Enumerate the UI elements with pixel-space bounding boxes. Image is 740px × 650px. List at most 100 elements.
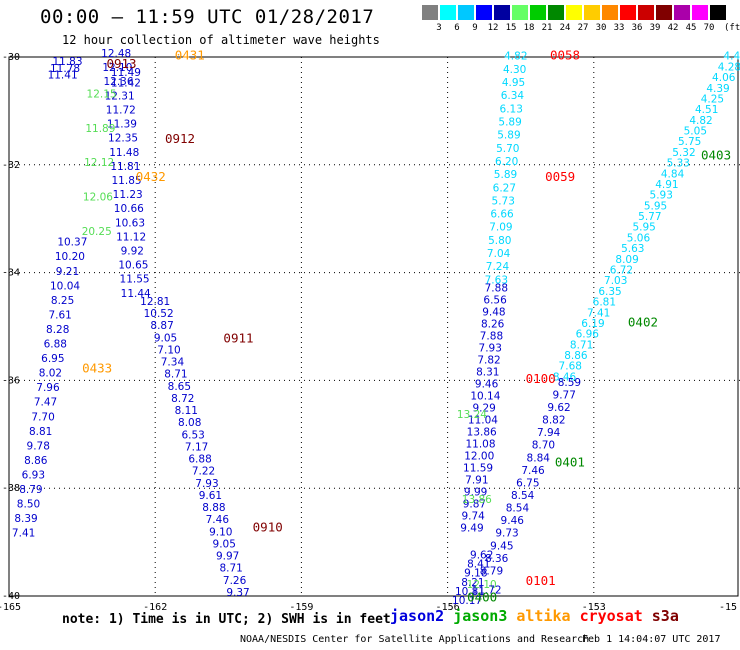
wave-height-value: 8.54	[511, 490, 535, 502]
wave-height-value: 7.93	[195, 478, 218, 490]
pass-time-label: 0403	[701, 147, 731, 162]
pass-time-label: 0100	[526, 371, 556, 386]
wave-height-value: 13.24	[457, 409, 487, 421]
scale-swatch	[620, 5, 636, 20]
wave-height-value: 9.99	[464, 486, 487, 498]
wave-height-value: 9.05	[154, 332, 177, 344]
wave-height-value: 4.51	[695, 104, 718, 116]
satellite-name: cryosat	[579, 607, 643, 625]
x-tick-label: -165	[0, 602, 21, 613]
wave-height-value: 11.44	[121, 288, 151, 300]
pass-time-label: 0059	[545, 169, 575, 184]
wave-height-value: 10.14	[470, 390, 500, 402]
wave-height-value: 11.85	[112, 175, 142, 187]
pass-time-label: 0912	[165, 131, 195, 146]
wave-height-value: 20.25	[82, 226, 112, 238]
wave-height-value: 9.48	[482, 306, 505, 318]
wave-height-value: 9.87	[463, 498, 486, 510]
wave-height-value: 11.89	[85, 123, 115, 135]
y-tick-label: -32	[2, 160, 20, 171]
wave-height-value: 8.39	[14, 513, 37, 525]
wave-height-value: 4.91	[655, 179, 678, 191]
x-tick-label: -162	[143, 602, 167, 613]
wave-height-value: 9.92	[121, 246, 144, 258]
x-tick-label: -159	[289, 602, 313, 613]
wave-height-value: 7.22	[192, 466, 215, 478]
wave-height-value: 9.37	[226, 587, 249, 599]
wave-height-value: 7.94	[537, 427, 561, 439]
wave-height-value: 9.05	[213, 538, 236, 550]
scale-swatch	[674, 5, 690, 20]
wave-height-value: 5.89	[494, 169, 517, 181]
pass-time-label: 0433	[82, 360, 112, 375]
scale-label: 39	[649, 23, 661, 33]
wave-height-value: 4.06	[712, 72, 736, 84]
wave-height-value: 12.15	[87, 88, 117, 100]
scale-swatch	[530, 5, 546, 20]
scale-label: 70	[703, 23, 715, 33]
wave-height-value: 11.04	[468, 414, 498, 426]
scale-label: 33	[613, 23, 625, 33]
pass-time-label: 0058	[550, 48, 580, 63]
wave-height-value: 11.83	[52, 56, 82, 68]
wave-height-value: 8.28	[46, 324, 69, 336]
wave-height-value: 7.17	[185, 441, 208, 453]
wave-height-value: 7.46	[521, 465, 545, 477]
wave-height-value: 9.62	[470, 549, 493, 561]
wave-height-value: 5.95	[632, 222, 655, 234]
wave-height-value: 8.79	[480, 565, 503, 577]
wave-height-value: 5.73	[492, 195, 515, 207]
wave-height-value: 8.86	[24, 455, 48, 467]
wave-height-value: 5.89	[498, 116, 521, 128]
wave-height-value: 8.86	[564, 350, 588, 362]
wave-height-value: 10.20	[55, 251, 85, 263]
wave-height-value: 5.06	[627, 232, 651, 244]
scale-swatch	[710, 5, 726, 20]
wave-height-value: 4.25	[701, 93, 724, 105]
x-tick-label: -15	[719, 602, 737, 613]
wave-height-value: 12.00	[464, 450, 494, 462]
wave-height-value: 8.26	[481, 318, 505, 330]
satellite-name: altika	[516, 607, 571, 625]
wave-height-value: 8.82	[542, 415, 565, 427]
y-tick-label: -38	[2, 483, 20, 494]
wave-height-value: 10.52	[144, 308, 174, 320]
timestamp-text: Feb 1 14:04:07 UTC 2017	[582, 634, 721, 645]
wave-height-value: 6.66	[490, 209, 514, 221]
wave-height-value: 7.82	[477, 354, 500, 366]
wave-height-value: 8.72	[171, 393, 194, 405]
wave-height-value: 11.42	[111, 78, 141, 90]
x-tick-label: -156	[436, 602, 460, 613]
wave-height-value: 12.12	[84, 157, 114, 169]
wave-height-value: 11.78	[50, 63, 80, 75]
wave-height-value: 8.65	[168, 381, 191, 393]
wave-height-value: 8.25	[51, 295, 74, 307]
wave-height-value: 11.08	[465, 438, 495, 450]
wave-height-value: 6.27	[493, 182, 516, 194]
wave-height-value: 8.46	[553, 371, 577, 383]
scale-label: 30	[595, 23, 607, 33]
wave-height-value: 4.95	[502, 77, 525, 89]
wave-height-value: 7.91	[465, 474, 488, 486]
wave-height-value: 4.45	[723, 51, 740, 63]
wave-height-value: 12.81	[140, 296, 170, 308]
wave-height-value: 9.46	[475, 378, 499, 390]
wave-height-value: 11.55	[120, 274, 150, 286]
pass-time-label: 0431	[175, 48, 205, 63]
wave-height-value: 12.35	[108, 133, 138, 145]
wave-height-value: 6.53	[181, 429, 204, 441]
wave-height-value: 5.05	[684, 126, 707, 138]
scale-swatch	[494, 5, 510, 20]
wave-height-value: 6.93	[22, 469, 45, 481]
wave-height-value: 6.56	[483, 294, 507, 306]
wave-height-value: 7.24	[486, 261, 510, 273]
wave-height-value: 12.10	[467, 579, 497, 591]
wave-height-value: 8.41	[467, 558, 490, 570]
wave-height-value: 11.39	[107, 119, 137, 131]
wave-height-value: 11.48	[109, 147, 139, 159]
wave-height-value: 7.34	[161, 357, 185, 369]
wave-height-value: 8.50	[17, 499, 40, 511]
wave-height-value: 6.75	[516, 477, 539, 489]
wave-height-value: 8.59	[558, 377, 581, 389]
